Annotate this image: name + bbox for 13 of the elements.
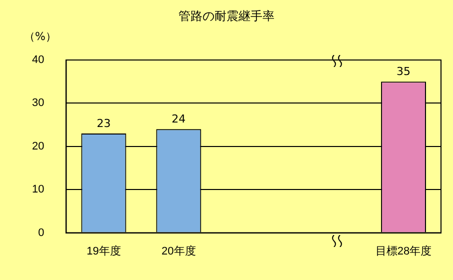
x-tick-label: 19年度 <box>86 244 121 258</box>
y-axis-title: （%） <box>24 29 56 44</box>
x-tick-label: 20年度 <box>162 244 196 258</box>
x-tick-label: 目標28年度 <box>375 244 432 258</box>
y-tick-label: 0 <box>38 226 44 239</box>
data-label: 23 <box>96 116 111 130</box>
y-tick-label: 20 <box>32 140 44 152</box>
data-label: 35 <box>396 64 411 78</box>
y-tick-label: 10 <box>32 184 44 196</box>
y-tick-label: 30 <box>32 97 44 110</box>
chart-title: 管路の耐震継手率 <box>178 8 276 25</box>
data-label: 24 <box>172 112 186 126</box>
y-tick-label: 40 <box>32 54 44 66</box>
